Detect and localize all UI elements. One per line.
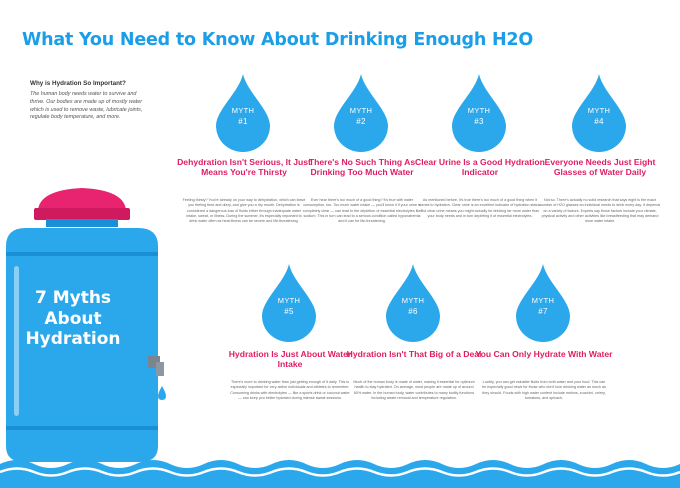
myth-card-4: MYTH #4 Everyone Needs Just Eight Glasse…: [530, 74, 670, 264]
myth-label: MYTH: [401, 296, 425, 305]
myth-card-7: MYTH #7 You Can Only Hydrate With Water …: [474, 264, 614, 444]
cooler-title-line-3: Hydration: [25, 329, 121, 350]
myth-card-6: MYTH #6 Hydration Isn't That Big of a De…: [344, 264, 484, 444]
page-title: What You Need to Know About Drinking Eno…: [22, 30, 534, 50]
myth-number: #3: [474, 117, 484, 126]
intro-body: The human body needs water to survive an…: [30, 91, 143, 121]
myth-number: #5: [284, 307, 294, 316]
myth-label: MYTH: [277, 296, 301, 305]
myth-label: MYTH: [531, 296, 555, 305]
myth-card-5: MYTH #5 Hydration Is Just About Water In…: [220, 264, 360, 444]
myth-card-3: MYTH #3 Clear Urine Is a Good Hydration …: [410, 74, 550, 264]
myth-body: Luckily, you can get valuable fluids fro…: [482, 380, 606, 401]
myth-heading: Hydration Is Just About Water Intake: [228, 349, 352, 370]
myth-label: MYTH: [587, 106, 611, 115]
myth-label: MYTH: [467, 106, 491, 115]
myth-number: #1: [238, 117, 248, 126]
myth-heading: Hydration Isn't That Big of a Deal: [346, 349, 482, 359]
cooler-title: 7 Myths About Hydration: [8, 288, 138, 350]
myth-body: There's more to drinking water than just…: [230, 380, 350, 401]
cooler-title-line-1: 7 Myths: [34, 288, 112, 308]
myth-number: #6: [408, 307, 418, 316]
myth-heading: There's No Such Thing As Drinking Too Mu…: [308, 157, 416, 178]
water-drop-icon: MYTH #5: [260, 264, 318, 342]
water-drop-icon: MYTH #6: [384, 264, 442, 342]
water-drop-icon: MYTH #7: [514, 264, 572, 342]
myth-number: #7: [538, 307, 548, 316]
wave-decoration: [0, 460, 680, 488]
water-drop-icon: MYTH #3: [450, 74, 508, 152]
myth-label: MYTH: [231, 106, 255, 115]
intro-heading: Why is Hydration So Important?: [30, 80, 126, 87]
cooler-title-line-2: About: [44, 308, 102, 329]
water-drop-icon: MYTH #2: [332, 74, 390, 152]
myth-body: Not so. There's actually no solid resear…: [539, 198, 661, 224]
myth-number: #4: [594, 117, 604, 126]
myth-label: MYTH: [349, 106, 373, 115]
myth-heading: You Can Only Hydrate With Water: [475, 349, 613, 359]
water-drop-icon: MYTH #4: [570, 74, 628, 152]
water-cooler-illustration: 7 Myths About Hydration: [0, 186, 175, 476]
myth-card-2: MYTH #2 There's No Such Thing As Drinkin…: [292, 74, 432, 264]
myth-body: As mentioned before, it's true there's t…: [418, 198, 542, 219]
myth-body: Ever hear there's too much of a good thi…: [302, 198, 422, 224]
water-cooler-icon: [6, 188, 166, 462]
myth-heading: Dehydration Isn't Serious, It Just Means…: [177, 157, 311, 178]
myth-number: #2: [356, 117, 366, 126]
myth-card-1: MYTH #1 Dehydration Isn't Serious, It Ju…: [174, 74, 314, 264]
intro-section: Why is Hydration So Important? The human…: [30, 80, 150, 122]
myth-heading: Everyone Needs Just Eight Glasses of Wat…: [544, 157, 656, 178]
myth-body: Much of the human body is made of water,…: [353, 380, 475, 401]
water-drop-icon: MYTH #1: [214, 74, 272, 152]
myth-heading: Clear Urine Is a Good Hydration Indicato…: [415, 157, 545, 178]
myth-body: Feeling thirsty? You're already on your …: [182, 198, 306, 224]
